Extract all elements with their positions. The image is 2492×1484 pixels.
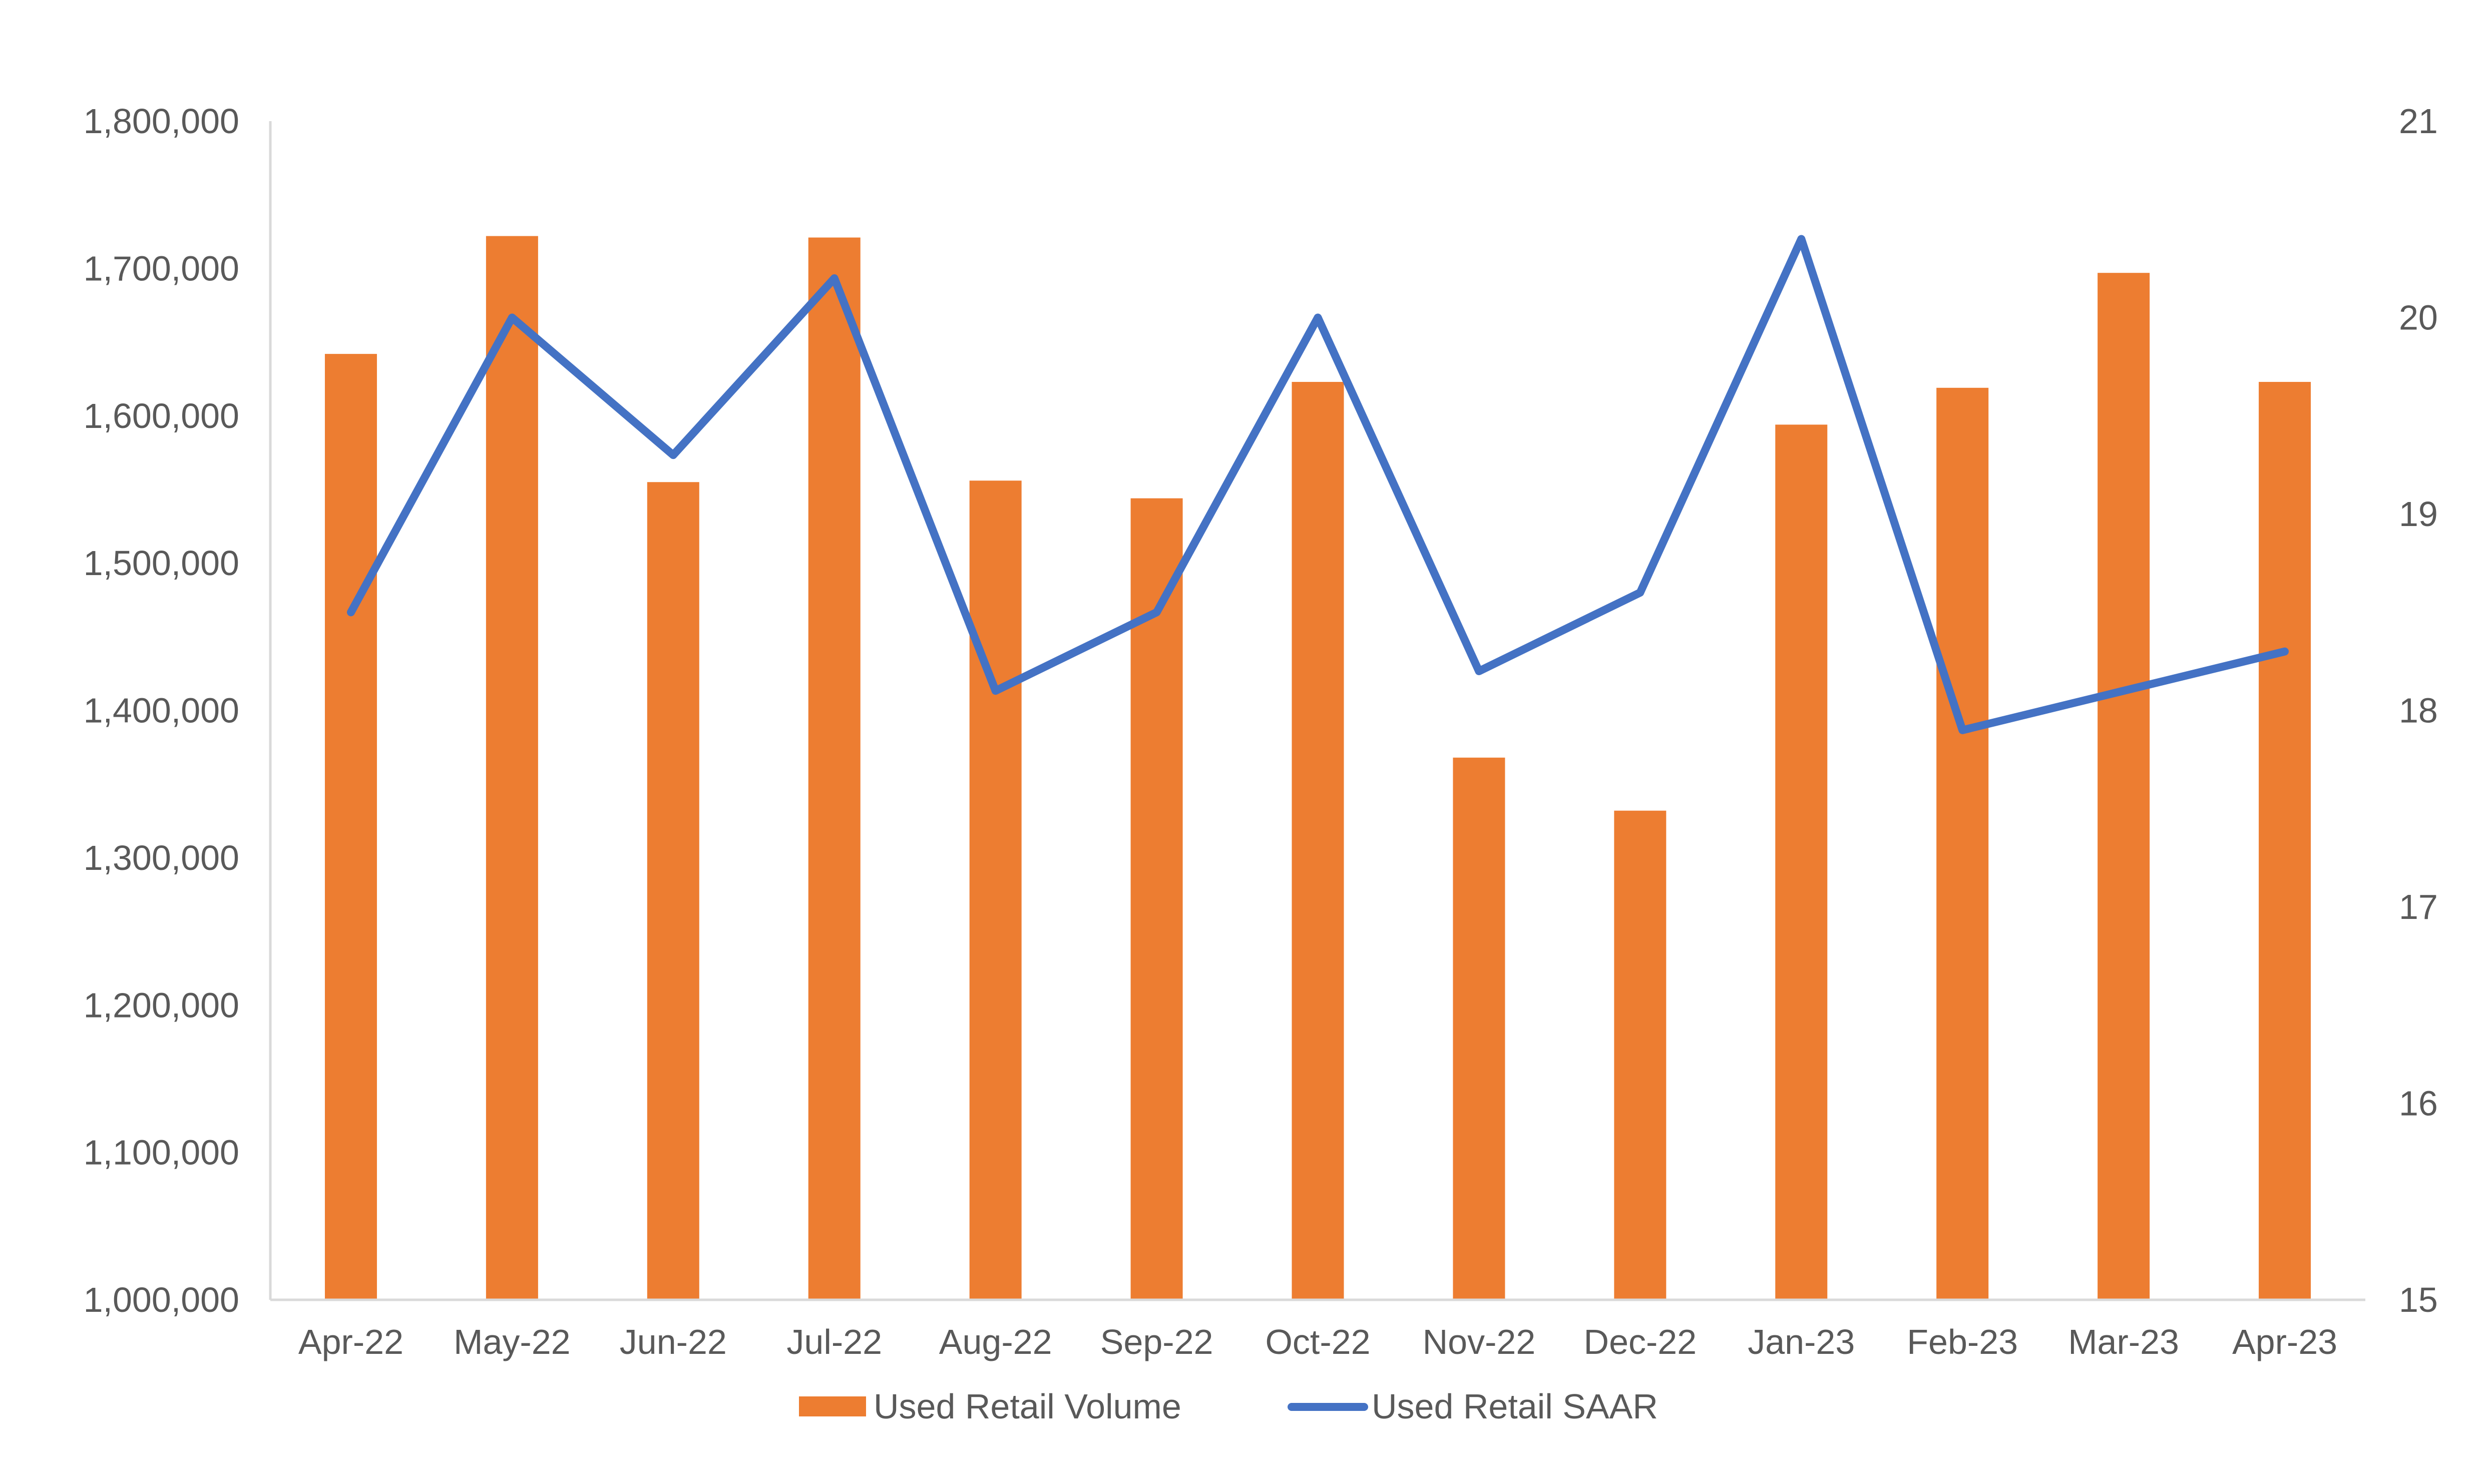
bar-apr-22 — [324, 354, 377, 1300]
right-tick-label: 21 — [2399, 102, 2438, 141]
legend-swatch-used-retail-volume — [799, 1396, 866, 1416]
line-point-feb-23 — [1962, 730, 1963, 731]
x-tick-label: Sep-22 — [1100, 1322, 1213, 1361]
line-point-nov-22 — [1478, 671, 1479, 672]
bar-jun-22 — [647, 482, 699, 1300]
x-tick-label: Jan-23 — [1748, 1322, 1855, 1361]
legend-label-used-retail-volume: Used Retail Volume — [874, 1387, 1181, 1426]
left-tick-label: 1,800,000 — [84, 102, 239, 141]
x-tick-label: Aug-22 — [939, 1322, 1052, 1361]
line-series — [347, 235, 2289, 734]
x-tick-label: Jun-22 — [620, 1322, 727, 1361]
line-point-jan-23 — [1801, 239, 1802, 240]
right-tick-label: 17 — [2399, 887, 2438, 926]
bar-series — [324, 236, 2311, 1300]
x-tick-label: May-22 — [454, 1322, 570, 1361]
legend: Used Retail Volume Used Retail SAAR — [799, 1387, 1658, 1426]
bar-aug-22 — [969, 480, 1022, 1300]
line-point-mar-23 — [2123, 690, 2124, 691]
left-tick-label: 1,500,000 — [84, 544, 239, 583]
legend-label-used-retail-saar: Used Retail SAAR — [1372, 1387, 1658, 1426]
axes — [269, 121, 2365, 1301]
bar-jan-23 — [1775, 424, 1828, 1300]
left-tick-label: 1,100,000 — [84, 1133, 239, 1172]
line-point-dec-22 — [1639, 592, 1640, 593]
x-tick-label: Dec-22 — [1584, 1322, 1697, 1361]
left-tick-label: 1,000,000 — [84, 1280, 239, 1319]
bar-mar-23 — [2098, 273, 2150, 1300]
left-tick-label: 1,400,000 — [84, 691, 239, 730]
x-tick-label: Apr-22 — [298, 1322, 403, 1361]
left-tick-label: 1,600,000 — [84, 396, 239, 435]
x-tick-label: Oct-22 — [1265, 1322, 1370, 1361]
line-point-jun-22 — [673, 454, 674, 455]
left-tick-label: 1,700,000 — [84, 249, 239, 288]
line-point-aug-22 — [995, 690, 996, 691]
left-tick-label: 1,300,000 — [84, 838, 239, 877]
bar-jul-22 — [808, 237, 861, 1300]
right-tick-label: 18 — [2399, 691, 2438, 730]
x-tick-label: Jul-22 — [786, 1322, 882, 1361]
right-tick-label: 20 — [2399, 298, 2438, 337]
line-point-jul-22 — [834, 278, 835, 279]
bar-sep-22 — [1130, 498, 1183, 1300]
bar-nov-22 — [1453, 757, 1505, 1300]
x-tick-label: Feb-23 — [1907, 1322, 2018, 1361]
x-axis-tick-labels: Apr-22 May-22 Jun-22 Jul-22 Aug-22 Sep-22 Oct-… — [298, 1322, 2337, 1361]
line-point-apr-23 — [2284, 651, 2285, 652]
bar-dec-22 — [1614, 810, 1667, 1300]
x-tick-label: Apr-23 — [2232, 1322, 2337, 1361]
line-point-apr-22 — [350, 612, 351, 613]
right-tick-label: 19 — [2399, 494, 2438, 534]
bar-oct-22 — [1292, 382, 1344, 1300]
bar-may-22 — [486, 236, 538, 1300]
line-point-oct-22 — [1318, 317, 1319, 318]
bar-apr-23 — [2259, 382, 2311, 1300]
right-tick-label: 15 — [2399, 1280, 2438, 1319]
right-axis-tick-labels: 15 16 17 18 19 20 21 — [2399, 102, 2438, 1319]
left-tick-label: 1,200,000 — [84, 985, 239, 1025]
line-point-may-22 — [512, 317, 513, 318]
x-tick-label: Nov-22 — [1423, 1322, 1536, 1361]
right-tick-label: 16 — [2399, 1084, 2438, 1123]
left-axis-tick-labels: 1,000,000 1,100,000 1,200,000 1,300,000 1,40… — [84, 102, 239, 1319]
x-tick-label: Mar-23 — [2068, 1322, 2179, 1361]
line-point-sep-22 — [1156, 612, 1157, 613]
bar-feb-23 — [1936, 387, 1989, 1300]
line-used-retail-saar — [347, 235, 2289, 734]
